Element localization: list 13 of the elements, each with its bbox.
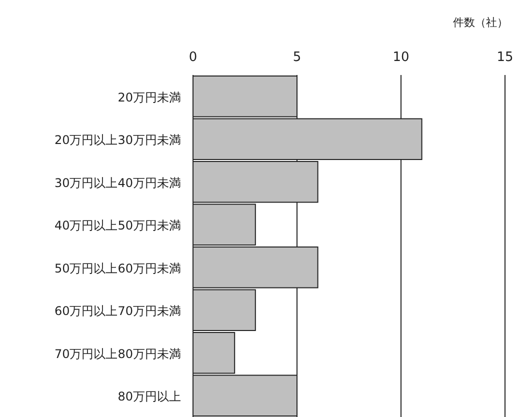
y-tick-label: 20万円以上30万円未満: [54, 133, 181, 148]
x-tick-label: 15: [496, 50, 514, 65]
x-tick-label: 10: [392, 50, 410, 65]
y-tick-label: 80万円以上: [118, 390, 181, 404]
x-axis-title: 件数（社）: [453, 16, 508, 29]
x-tick-label: 5: [292, 50, 302, 65]
y-tick-label: 30万円以上40万円未満: [54, 176, 181, 190]
y-tick-label: 20万円未満: [118, 90, 181, 104]
y-tick-label: 40万円以上50万円未満: [54, 218, 181, 233]
y-tick-label: 70万円以上80万円未満: [54, 346, 181, 361]
y-tick-label: 50万円以上60万円未満: [54, 261, 181, 276]
y-tick-label: 60万円以上70万円未満: [54, 304, 181, 318]
x-tick-label: 0: [188, 50, 198, 65]
